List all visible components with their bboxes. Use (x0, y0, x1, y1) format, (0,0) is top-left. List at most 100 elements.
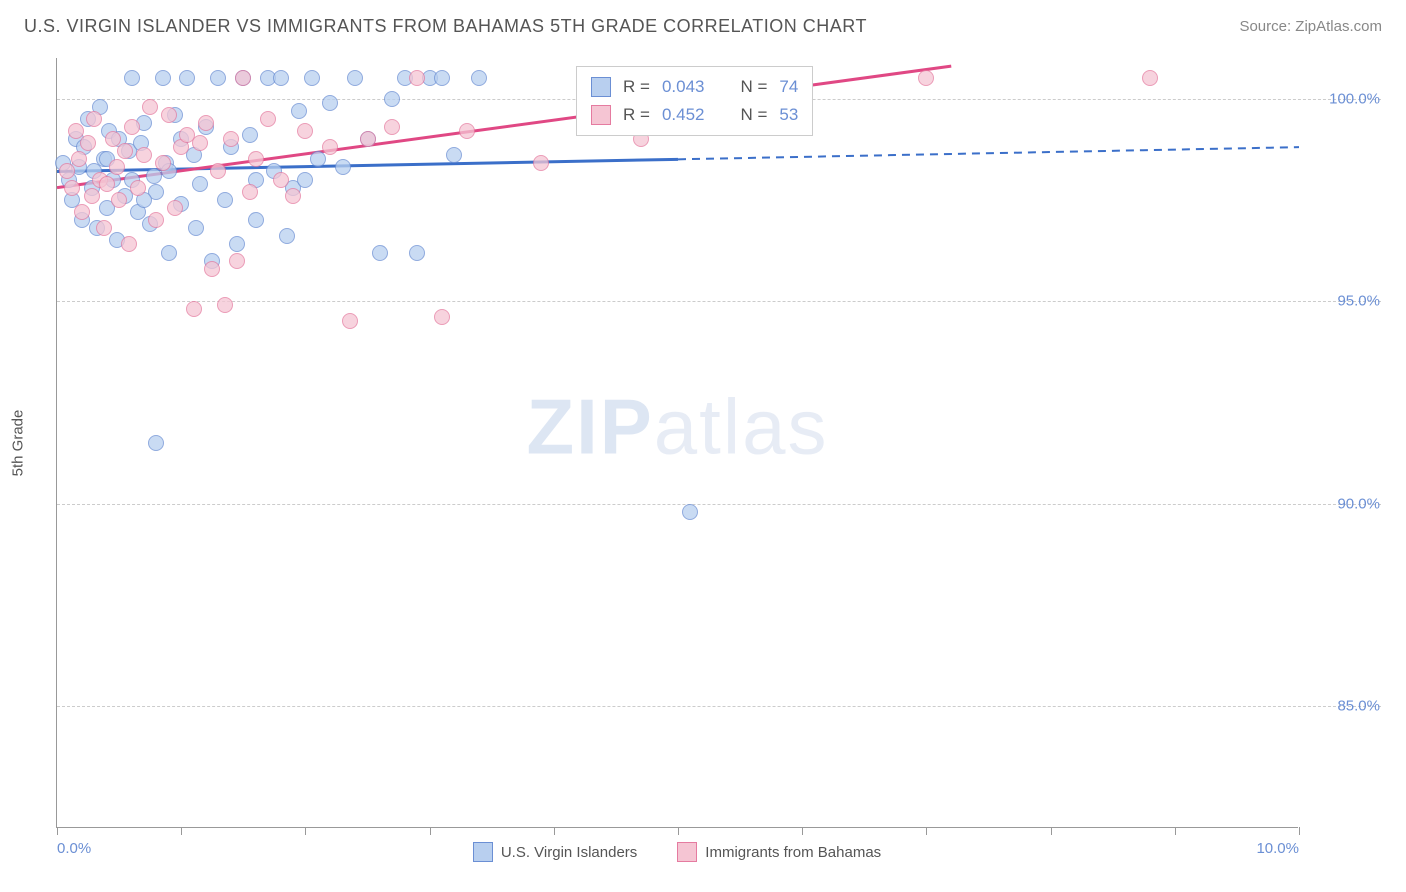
y-tick-label: 85.0% (1310, 698, 1380, 715)
data-point (74, 204, 90, 220)
data-point (148, 212, 164, 228)
stat-row: R =0.043N =74 (591, 73, 798, 101)
data-point (297, 123, 313, 139)
data-point (322, 95, 338, 111)
data-point (223, 131, 239, 147)
stat-row: R =0.452N =53 (591, 101, 798, 129)
data-point (109, 159, 125, 175)
data-point (86, 111, 102, 127)
data-point (360, 131, 376, 147)
x-tick (926, 827, 927, 835)
data-point (279, 228, 295, 244)
legend-item: U.S. Virgin Islanders (473, 842, 637, 862)
trend-line-dashed (678, 147, 1299, 159)
data-point (192, 135, 208, 151)
stat-r-value: 0.452 (662, 105, 705, 125)
data-point (84, 188, 100, 204)
gridline (57, 706, 1381, 707)
data-point (384, 91, 400, 107)
data-point (161, 107, 177, 123)
data-point (533, 155, 549, 171)
x-tick (802, 827, 803, 835)
data-point (242, 127, 258, 143)
data-point (235, 70, 251, 86)
data-point (188, 220, 204, 236)
x-tick (1051, 827, 1052, 835)
watermark: ZIPatlas (526, 382, 828, 473)
y-tick-label: 90.0% (1310, 495, 1380, 512)
x-tick (554, 827, 555, 835)
source-label: Source: ZipAtlas.com (1239, 18, 1382, 35)
data-point (260, 111, 276, 127)
legend-label: Immigrants from Bahamas (705, 844, 881, 861)
legend-swatch (473, 842, 493, 862)
data-point (161, 245, 177, 261)
data-point (471, 70, 487, 86)
data-point (121, 236, 137, 252)
data-point (148, 435, 164, 451)
data-point (217, 297, 233, 313)
data-point (291, 103, 307, 119)
x-tick (678, 827, 679, 835)
data-point (71, 151, 87, 167)
chart-title: U.S. VIRGIN ISLANDER VS IMMIGRANTS FROM … (24, 16, 867, 37)
y-tick-label: 95.0% (1310, 293, 1380, 310)
data-point (155, 70, 171, 86)
data-point (446, 147, 462, 163)
gridline (57, 504, 1381, 505)
x-tick (1175, 827, 1176, 835)
x-tick (430, 827, 431, 835)
data-point (217, 192, 233, 208)
data-point (384, 119, 400, 135)
data-point (310, 151, 326, 167)
legend-swatch (591, 105, 611, 125)
legend-item: Immigrants from Bahamas (677, 842, 881, 862)
data-point (229, 253, 245, 269)
data-point (342, 313, 358, 329)
data-point (192, 176, 208, 192)
data-point (335, 159, 351, 175)
stat-r-value: 0.043 (662, 77, 705, 97)
legend-swatch (677, 842, 697, 862)
data-point (372, 245, 388, 261)
data-point (285, 188, 301, 204)
plot-region: ZIPatlas 85.0%90.0%95.0%100.0%0.0%10.0% (56, 58, 1298, 828)
data-point (409, 245, 425, 261)
data-point (273, 172, 289, 188)
data-point (248, 151, 264, 167)
data-point (322, 139, 338, 155)
data-point (105, 131, 121, 147)
gridline (57, 301, 1381, 302)
data-point (434, 309, 450, 325)
data-point (273, 70, 289, 86)
chart-area: 5th Grade ZIPatlas 85.0%90.0%95.0%100.0%… (56, 58, 1380, 828)
data-point (124, 70, 140, 86)
data-point (130, 180, 146, 196)
legend-label: U.S. Virgin Islanders (501, 844, 637, 861)
data-point (409, 70, 425, 86)
data-point (155, 155, 171, 171)
data-point (210, 70, 226, 86)
data-point (459, 123, 475, 139)
data-point (99, 176, 115, 192)
data-point (59, 163, 75, 179)
data-point (68, 123, 84, 139)
data-point (297, 172, 313, 188)
data-point (434, 70, 450, 86)
trend-lines (57, 58, 1299, 828)
data-point (136, 147, 152, 163)
stat-r-label: R = (623, 105, 650, 125)
data-point (124, 119, 140, 135)
data-point (304, 70, 320, 86)
data-point (111, 192, 127, 208)
stat-n-value: 74 (779, 77, 798, 97)
data-point (117, 143, 133, 159)
stat-r-label: R = (623, 77, 650, 97)
x-tick (181, 827, 182, 835)
x-tick (1299, 827, 1300, 835)
legend: U.S. Virgin Islanders Immigrants from Bah… (56, 842, 1298, 862)
data-point (198, 115, 214, 131)
data-point (80, 135, 96, 151)
data-point (96, 220, 112, 236)
data-point (347, 70, 363, 86)
